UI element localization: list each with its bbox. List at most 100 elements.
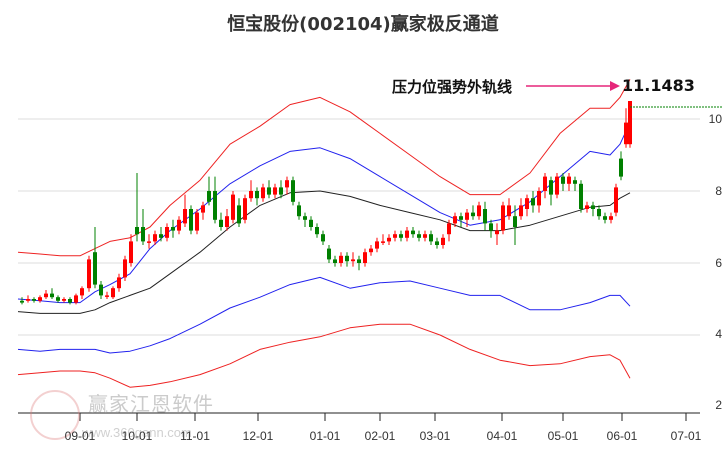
candle-body xyxy=(537,191,541,206)
candle-body xyxy=(429,234,433,242)
candle-body xyxy=(315,227,319,235)
candle-body xyxy=(483,209,487,224)
candle-body xyxy=(555,176,559,195)
candle-body xyxy=(543,176,547,191)
candle-body xyxy=(399,234,403,238)
candle-body xyxy=(573,180,577,184)
candle-body xyxy=(225,216,229,227)
candle-body xyxy=(351,259,355,262)
x-tick-02-01: 02-01 xyxy=(364,429,396,443)
y-tick-6: 6 xyxy=(715,256,722,270)
candle-body xyxy=(381,241,385,243)
candle-body xyxy=(405,230,409,238)
candle-body xyxy=(447,223,451,235)
candle-body xyxy=(201,205,205,213)
candle-body xyxy=(501,205,505,231)
candle-body xyxy=(255,191,259,199)
candle-body xyxy=(237,205,241,224)
candle-body xyxy=(303,216,307,220)
candle-body xyxy=(393,234,397,238)
candle-body xyxy=(585,205,589,209)
candle-body xyxy=(507,205,511,217)
candle-body xyxy=(123,259,127,278)
candle-body xyxy=(171,227,175,231)
candle-body xyxy=(609,216,613,220)
candle-body xyxy=(561,176,565,184)
candle-body xyxy=(207,191,211,202)
y-tick-8: 8 xyxy=(715,184,722,198)
candle-body xyxy=(273,187,277,195)
candle-body xyxy=(513,216,517,227)
candle-body xyxy=(87,259,91,289)
candle-body xyxy=(26,299,30,301)
candle-body xyxy=(117,277,121,289)
candle-body xyxy=(614,187,618,213)
candle-body xyxy=(387,237,391,242)
candle-body xyxy=(411,230,415,235)
y-tick-4: 4 xyxy=(715,327,722,341)
candle-body xyxy=(375,241,379,249)
resistance-value: 11.1483 xyxy=(622,76,695,95)
x-tick-04-01: 04-01 xyxy=(486,429,518,443)
watermark-url: www.360gann.com xyxy=(82,425,192,440)
resistance-label: 压力位强势外轨线 xyxy=(392,78,513,96)
candle-body xyxy=(105,295,109,297)
watermark-text: 赢家江恩软件 xyxy=(88,392,214,416)
candle-body xyxy=(267,187,271,195)
candle-body xyxy=(339,255,343,263)
candle-body xyxy=(579,183,583,209)
candle-body xyxy=(243,198,247,220)
inner_upper-line xyxy=(17,122,631,304)
x-tick-01-01: 01-01 xyxy=(309,429,341,443)
x-tick-09-01: 09-01 xyxy=(64,429,96,443)
candle-body xyxy=(441,237,445,245)
candle-body xyxy=(603,216,607,220)
candle-body xyxy=(465,212,469,220)
candle-body xyxy=(183,209,187,224)
candle-body xyxy=(495,230,499,235)
candle-body xyxy=(38,297,42,301)
candle-body xyxy=(423,234,427,238)
candle-body xyxy=(619,158,623,177)
candle-body xyxy=(20,300,24,303)
candle-body xyxy=(249,191,253,199)
candle-body xyxy=(417,234,421,238)
candle-body xyxy=(129,241,133,263)
candle-body xyxy=(213,191,217,220)
candle-body xyxy=(285,180,289,188)
candle-body xyxy=(531,198,535,206)
x-tick-03-01: 03-01 xyxy=(419,429,451,443)
candle-body xyxy=(477,205,481,217)
candle-body xyxy=(74,295,78,303)
x-tick-05-01: 05-01 xyxy=(547,429,579,443)
candle-body xyxy=(165,227,169,238)
candle-body xyxy=(99,284,103,296)
candle-body xyxy=(195,212,199,231)
candle-body xyxy=(567,176,571,184)
candle-body xyxy=(189,209,193,231)
candle-body xyxy=(219,219,223,227)
candle-body xyxy=(291,180,295,202)
candle-body xyxy=(369,248,373,253)
candle-body xyxy=(591,205,595,209)
watermark-logo-icon xyxy=(30,390,80,440)
candle-body xyxy=(489,223,493,231)
x-tick-12-01: 12-01 xyxy=(242,429,274,443)
candle-body xyxy=(111,288,115,298)
candle-body xyxy=(327,248,331,260)
candle-body xyxy=(159,234,163,238)
chart-title: 恒宝股份(002104)赢家极反通道 xyxy=(227,14,499,35)
candle-body xyxy=(50,293,54,298)
candle-body xyxy=(68,299,72,303)
candle-body xyxy=(597,209,601,217)
candle-body xyxy=(363,252,367,263)
candle-body xyxy=(297,205,301,217)
candle-body xyxy=(141,227,145,242)
candle-body xyxy=(135,227,139,235)
y-tick-2: 2 xyxy=(715,398,722,412)
candle-body xyxy=(147,241,151,243)
x-tick-06-01: 06-01 xyxy=(606,429,638,443)
candle-body xyxy=(471,212,475,217)
x-tick-10-01: 10-01 xyxy=(121,429,153,443)
candle-body xyxy=(549,180,553,195)
